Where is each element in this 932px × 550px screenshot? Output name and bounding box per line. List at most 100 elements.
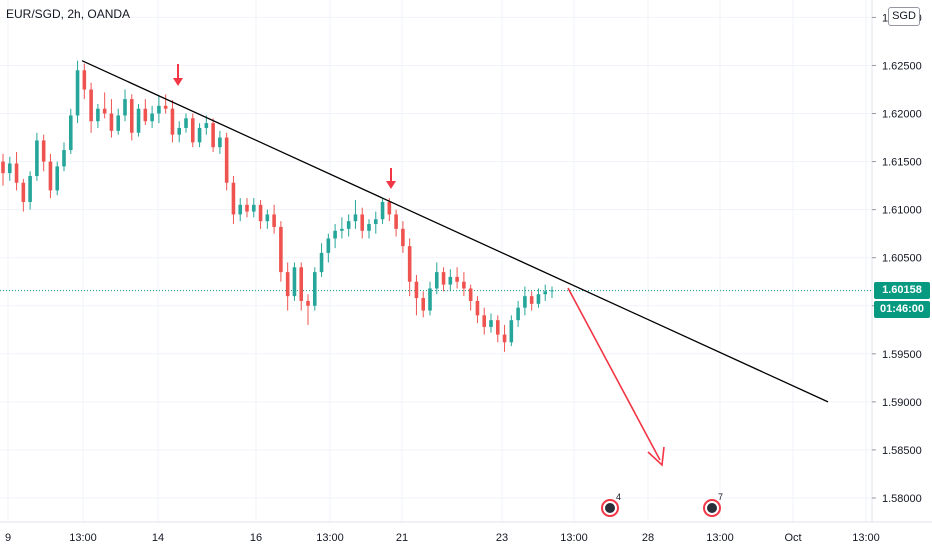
candle-body [238, 204, 243, 215]
candle [509, 315, 514, 347]
bar-countdown-label: 01:46:00 [874, 300, 930, 318]
candle [279, 221, 283, 282]
candle-body [523, 296, 527, 308]
price-tick-label: 1.62000 [882, 109, 922, 121]
candle [482, 307, 487, 335]
candle-body [129, 99, 134, 133]
candle [14, 151, 19, 191]
candle-body [35, 140, 39, 176]
time-tick-label: 13:00 [560, 532, 588, 544]
candle-body [28, 176, 32, 202]
currency-badge[interactable]: SGD [888, 7, 920, 26]
candle-body [62, 150, 66, 167]
candle [272, 204, 276, 234]
candle-body [387, 201, 392, 215]
candle-body [373, 219, 378, 225]
candle [96, 103, 100, 128]
candle-body [177, 127, 182, 135]
event-marker-1[interactable]: 4 [601, 492, 621, 517]
candle-body [224, 137, 229, 183]
candle-body [231, 182, 236, 215]
candle [326, 233, 331, 263]
candle-body [407, 246, 412, 282]
candle-body [14, 163, 19, 183]
candle-body [394, 214, 398, 229]
candle [441, 267, 446, 292]
candle-body [272, 214, 276, 227]
price-tick-label: 1.58500 [882, 445, 922, 457]
candle [204, 115, 209, 135]
time-tick-label: 9 [5, 532, 11, 544]
candle-body [184, 118, 188, 128]
candle [231, 176, 236, 225]
candle-body [75, 70, 80, 116]
candle-body [82, 70, 87, 90]
candle-body [285, 272, 290, 297]
candle-body [543, 291, 548, 295]
candle [62, 142, 66, 172]
candle [109, 99, 114, 138]
event-marker-2[interactable]: 7 [703, 492, 723, 517]
candle-body [333, 230, 337, 239]
candle-body [7, 163, 12, 174]
candle [251, 198, 256, 218]
candle [89, 82, 93, 133]
candle-body [170, 108, 175, 135]
candle [285, 262, 290, 311]
candle-body [211, 123, 215, 148]
time-tick-label: 13:00 [316, 532, 344, 544]
red-down-marker-2 [386, 168, 396, 189]
candle-body [441, 272, 446, 285]
candle-body [204, 123, 209, 128]
candle [448, 269, 453, 292]
candle [157, 96, 161, 124]
symbol-legend[interactable]: EUR/SGD, 2h, OANDA [6, 7, 131, 21]
candle-body [340, 228, 344, 231]
price-tick-label: 1.61000 [882, 205, 922, 217]
candle [190, 113, 195, 148]
projection-arrow[interactable] [567, 287, 665, 467]
time-tick-label: 13:00 [69, 532, 97, 544]
candle [163, 94, 168, 114]
candle-body [414, 281, 419, 299]
candle [536, 288, 541, 308]
candle [387, 198, 392, 222]
trendline[interactable] [81, 60, 829, 403]
candle-body [536, 294, 541, 304]
candle-body [299, 267, 304, 301]
candle-body [150, 113, 154, 122]
candle [401, 221, 405, 253]
candle-body [218, 137, 222, 148]
event-count-2: 7 [718, 492, 723, 502]
candle [319, 243, 324, 277]
candle [28, 171, 32, 210]
candle [197, 123, 202, 148]
candle [170, 100, 175, 143]
candle [543, 284, 548, 301]
candle-body [319, 252, 324, 273]
price-axis[interactable]: 1.580001.585001.590001.595001.600001.605… [872, 12, 922, 505]
candle-body [109, 113, 114, 131]
candle [177, 121, 182, 143]
candle-body [21, 182, 26, 202]
candle [265, 209, 270, 229]
time-tick-label: 13:00 [852, 532, 880, 544]
candle [516, 300, 520, 327]
candle [380, 198, 385, 225]
candle [102, 92, 107, 119]
candle [299, 262, 304, 311]
chart-grid [0, 0, 872, 522]
current-price-label: 1.60158 [874, 281, 930, 299]
candle [495, 315, 500, 343]
candle [136, 103, 141, 137]
time-axis[interactable]: 9 13:00 14 16 13:00 21 23 13:00 28 13:00 Oct 13:00 [5, 532, 880, 544]
candle [82, 63, 87, 100]
candle [340, 217, 344, 239]
candle-body [306, 300, 310, 306]
candle [502, 324, 507, 352]
time-tick-label: 28 [642, 532, 654, 544]
candle-body [245, 204, 249, 212]
candle-body [136, 108, 141, 133]
candle [224, 132, 229, 191]
